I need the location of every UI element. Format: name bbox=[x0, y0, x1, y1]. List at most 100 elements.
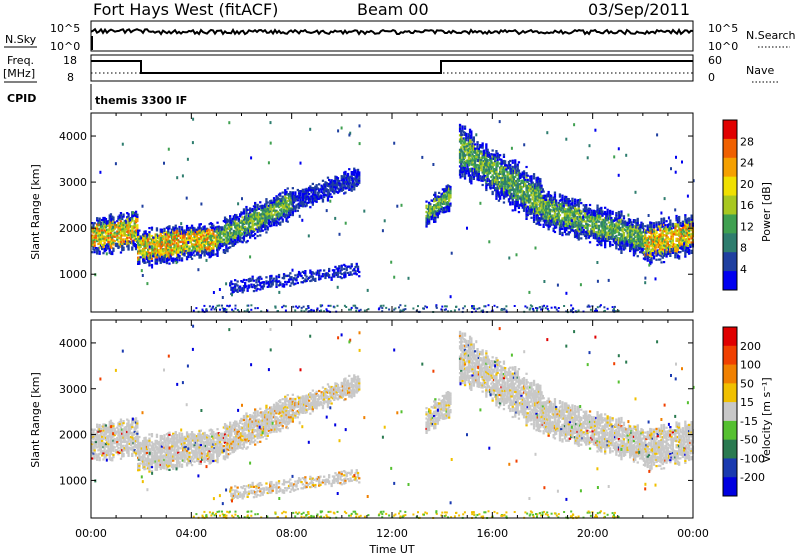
power-cell bbox=[489, 163, 492, 166]
power-cell bbox=[600, 213, 603, 216]
power-cell bbox=[440, 201, 443, 204]
power-cell bbox=[476, 163, 479, 167]
power-cell bbox=[296, 197, 299, 200]
power-cell bbox=[627, 234, 631, 237]
power-cell bbox=[616, 226, 619, 229]
power-cell bbox=[510, 192, 513, 196]
power-cell bbox=[96, 248, 99, 251]
power-cell bbox=[580, 226, 583, 230]
power-cell bbox=[560, 207, 563, 210]
power-cell bbox=[543, 194, 547, 197]
power-cell bbox=[449, 188, 452, 191]
power-cell bbox=[162, 248, 165, 251]
power-cell bbox=[299, 192, 302, 195]
power-cell bbox=[229, 237, 232, 241]
power-cell bbox=[109, 246, 113, 249]
power-cell bbox=[255, 223, 258, 226]
power-cell bbox=[229, 215, 232, 218]
power-cell bbox=[627, 232, 631, 235]
power-cell bbox=[113, 223, 116, 226]
power-cell bbox=[637, 248, 641, 251]
power-cell bbox=[660, 224, 663, 227]
power-cell bbox=[530, 177, 533, 180]
power-cell bbox=[468, 176, 472, 179]
power-cell bbox=[512, 188, 516, 191]
power-cell bbox=[165, 247, 169, 250]
power-cell bbox=[577, 225, 580, 229]
power-cell bbox=[185, 251, 189, 254]
power-cell bbox=[285, 211, 288, 214]
power-cell bbox=[249, 236, 252, 239]
power-cell bbox=[329, 189, 332, 192]
power-cell bbox=[606, 233, 609, 236]
power-cell bbox=[267, 221, 271, 224]
power-cell bbox=[571, 199, 574, 202]
power-cell bbox=[507, 160, 511, 164]
power-cell bbox=[202, 226, 205, 229]
power-cell bbox=[284, 191, 287, 194]
power-cell bbox=[576, 222, 579, 225]
power-cell bbox=[479, 177, 482, 180]
power-cell bbox=[576, 230, 579, 233]
power-cell bbox=[169, 231, 172, 234]
power-cell bbox=[542, 190, 545, 193]
power-cell bbox=[555, 207, 558, 210]
power-cell bbox=[128, 230, 131, 233]
power-cell bbox=[552, 202, 555, 205]
power-cell bbox=[646, 230, 649, 233]
power-cell bbox=[286, 208, 289, 211]
power-cell bbox=[507, 173, 511, 176]
power-cell bbox=[461, 137, 464, 141]
power-cell bbox=[480, 162, 483, 166]
power-cell bbox=[145, 251, 149, 254]
power-cell bbox=[657, 258, 661, 261]
power-cell bbox=[500, 181, 503, 184]
power-cell bbox=[436, 214, 439, 217]
power-cell bbox=[155, 227, 159, 230]
power-cell bbox=[558, 230, 562, 233]
power-cell bbox=[615, 212, 618, 215]
power-cell bbox=[484, 160, 487, 163]
power-cell bbox=[479, 146, 482, 149]
power-cell bbox=[520, 188, 523, 191]
power-cell bbox=[504, 185, 507, 188]
power-cell bbox=[646, 240, 649, 244]
power-cell bbox=[98, 219, 101, 222]
power-cell bbox=[515, 202, 518, 205]
power-cell bbox=[159, 245, 162, 248]
power-cell bbox=[274, 211, 277, 214]
power-cell bbox=[546, 224, 549, 227]
power-cell bbox=[486, 165, 489, 168]
power-cell bbox=[560, 221, 563, 224]
power-cell bbox=[354, 270, 357, 273]
power-cell bbox=[234, 230, 237, 233]
power-cell bbox=[664, 234, 667, 237]
power-cell bbox=[276, 215, 279, 218]
power-cell bbox=[502, 180, 506, 183]
power-cell bbox=[660, 242, 663, 245]
power-cell bbox=[318, 189, 321, 192]
power-cell bbox=[534, 185, 537, 188]
power-cell bbox=[309, 269, 312, 272]
power-cell bbox=[346, 185, 350, 188]
power-cell bbox=[602, 237, 605, 240]
power-cell bbox=[542, 194, 545, 197]
power-cell bbox=[155, 262, 159, 265]
power-cell bbox=[630, 239, 633, 243]
power-cell bbox=[587, 207, 590, 210]
power-cell bbox=[167, 230, 170, 233]
power-cell bbox=[126, 245, 129, 248]
power-cell bbox=[217, 233, 220, 237]
power-cell bbox=[282, 275, 286, 278]
power-cell bbox=[285, 207, 288, 210]
power-cell bbox=[484, 164, 487, 167]
power-cell bbox=[134, 229, 138, 232]
power-cell bbox=[331, 184, 335, 187]
power-cell bbox=[527, 199, 531, 202]
power-cell bbox=[620, 222, 623, 225]
power-cell bbox=[165, 245, 169, 248]
power-cell bbox=[675, 225, 678, 228]
power-cell bbox=[525, 188, 528, 191]
power-cell bbox=[434, 220, 437, 223]
power-cell bbox=[461, 129, 464, 132]
